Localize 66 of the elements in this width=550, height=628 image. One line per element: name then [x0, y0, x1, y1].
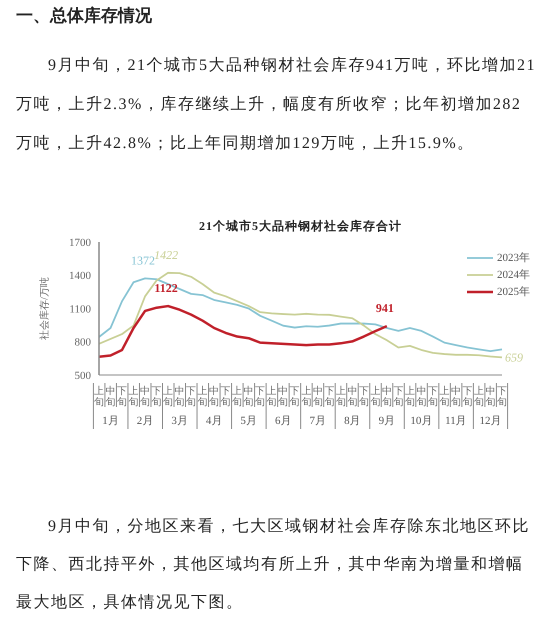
text: 9月中旬，21个城市5大品种钢材社会库存941万吨，环比增加21万吨，上升2.3%，库存继续上升，幅度有所收窄；比年初增加282万吨，上升42.8%；比上年同期增加129万吨，上升15.9%。 [16, 57, 536, 152]
x-tick-label: 下旬 [117, 386, 128, 408]
x-tick-label: 上旬 [94, 385, 104, 408]
text: 7月 [310, 415, 326, 427]
text: 一、总体库存情况 [16, 5, 152, 27]
text: 3月 [171, 415, 188, 427]
x-tick-label: 上旬 [128, 385, 139, 408]
x-tick-label: 下旬 [428, 386, 438, 408]
x-tick-label: 上旬 [163, 385, 174, 408]
data-label: 941 [376, 301, 394, 316]
x-tick-label: 下旬 [290, 386, 300, 408]
text: 2月 [136, 415, 154, 427]
x-tick-label: 中旬 [312, 385, 323, 408]
legend-label: 2023年 [497, 251, 530, 265]
x-tick-label: 上旬 [198, 385, 208, 408]
text: 6月 [274, 415, 292, 427]
text: 5月 [240, 415, 257, 427]
x-tick-label: 上旬 [232, 385, 242, 408]
x-tick-label: 中旬 [416, 385, 426, 408]
text: 1月 [102, 415, 119, 427]
chart-title: 21个城市5大品种钢材社会库存合计 [198, 218, 403, 235]
text: 9月 [378, 415, 396, 427]
text: 12月 [479, 415, 502, 427]
x-tick-label: 中旬 [140, 385, 150, 408]
x-tick-label: 中旬 [244, 385, 254, 408]
x-tick-label: 上旬 [474, 385, 484, 408]
y-tick-label: 1400 [69, 270, 92, 282]
y-tick-label: 1700 [69, 236, 92, 249]
text: 8月 [344, 415, 361, 427]
x-tick-label: 上旬 [336, 385, 346, 408]
y-tick-label: 800 [74, 336, 92, 349]
x-tick-label: 下旬 [358, 386, 369, 408]
data-label: 1372 [131, 253, 156, 268]
x-tick-label: 上旬 [439, 385, 450, 408]
x-tick-label: 上旬 [301, 385, 312, 408]
text: 4月 [206, 415, 222, 427]
y-tick-label: 1100 [69, 303, 92, 316]
data-label: 659 [505, 350, 523, 364]
x-tick-label: 下旬 [497, 386, 507, 408]
text: 11月 [445, 415, 467, 427]
x-tick-label: 下旬 [324, 386, 334, 408]
legend-label: 2025年 [497, 285, 530, 299]
text: 9月中旬，分地区来看，七大区域钢材社会库存除东北地区环比下降、西北持平外，其他区域均有所上升，其中华南为增量和增幅最大地区，具体情况见下图。 [16, 518, 530, 611]
x-tick-label: 下旬 [393, 386, 404, 408]
x-tick-label: 下旬 [255, 386, 266, 408]
x-tick-label: 下旬 [220, 386, 231, 408]
x-tick-label: 中旬 [450, 385, 461, 408]
y-axis-title: 社会库存/万吨 [38, 277, 51, 340]
data-label: 1122 [154, 281, 178, 296]
data-label: 1422 [154, 248, 178, 262]
x-tick-label: 中旬 [347, 385, 358, 408]
x-tick-label: 上旬 [266, 385, 277, 408]
x-tick-label: 中旬 [485, 385, 496, 408]
x-tick-label: 中旬 [106, 385, 116, 408]
x-tick-label: 中旬 [278, 385, 288, 408]
x-tick-label: 上旬 [370, 385, 380, 408]
x-tick-label: 上旬 [404, 385, 415, 408]
x-tick-label: 下旬 [462, 386, 472, 408]
x-tick-label: 下旬 [152, 386, 162, 408]
x-tick-label: 中旬 [209, 385, 220, 408]
x-tick-label: 中旬 [174, 385, 185, 408]
legend-label: 2024年 [497, 268, 530, 282]
text: 10月 [410, 415, 432, 427]
x-tick-label: 下旬 [186, 386, 196, 408]
y-tick-label: 500 [74, 370, 92, 382]
x-tick-label: 中旬 [382, 385, 392, 408]
